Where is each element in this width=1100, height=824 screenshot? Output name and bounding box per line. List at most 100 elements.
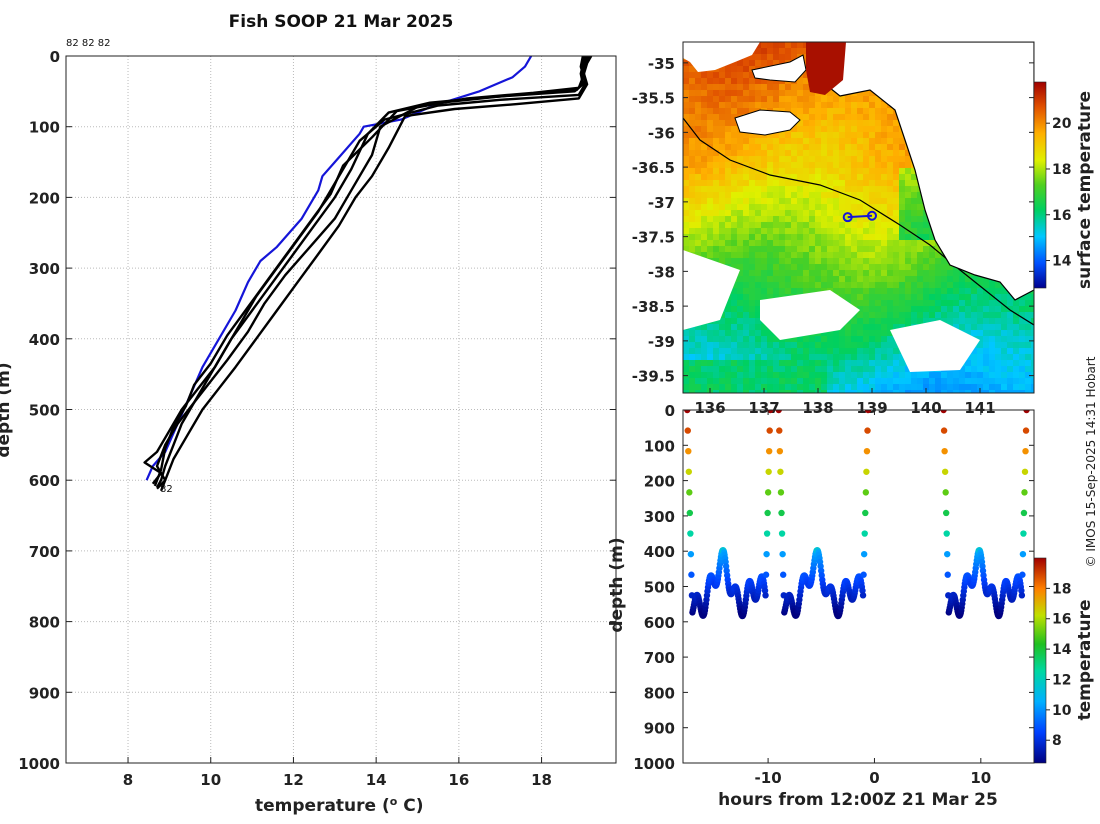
sst-cell [791, 288, 797, 294]
sst-cell [797, 162, 803, 168]
sst-cell [851, 270, 857, 276]
sst-cell [851, 342, 857, 348]
sst-cell [827, 192, 833, 198]
gulf-warm-water [806, 42, 846, 95]
sst-cell [713, 174, 719, 180]
sst-cell [875, 192, 881, 198]
sst-cell [845, 390, 851, 393]
sst-cell [851, 108, 857, 114]
sst-cell [731, 372, 737, 378]
sst-cell [989, 348, 995, 354]
sst-cell [797, 120, 803, 126]
sst-cell [689, 204, 695, 210]
sst-cell [833, 258, 839, 264]
sst-cell [1025, 342, 1031, 348]
sst-cell [977, 342, 983, 348]
sst-cell [863, 348, 869, 354]
sst-cell [911, 222, 917, 228]
sst-cell [929, 294, 935, 300]
sst-cell [839, 228, 845, 234]
y-tick-label: 200 [29, 189, 60, 207]
sst-cell [851, 150, 857, 156]
sst-cell [827, 372, 833, 378]
sst-cell [827, 354, 833, 360]
sst-cell [791, 144, 797, 150]
sst-cell [923, 288, 929, 294]
sst-cell [683, 228, 689, 234]
sst-cell [743, 390, 749, 393]
sst-cell [779, 378, 785, 384]
sst-cell [761, 288, 767, 294]
sst-cell [881, 294, 887, 300]
sst-cell [797, 48, 803, 54]
sst-cell [791, 354, 797, 360]
sst-cell [851, 198, 857, 204]
map-y-tick-label: -35 [648, 55, 675, 73]
sst-cell [767, 234, 773, 240]
sst-cell [1025, 306, 1031, 312]
sst-cell [815, 204, 821, 210]
sst-cell [887, 156, 893, 162]
sst-cell [833, 384, 839, 390]
sst-cell [839, 138, 845, 144]
sst-cell [833, 120, 839, 126]
sst-cell [743, 168, 749, 174]
sst-cell [713, 336, 719, 342]
sst-cell [785, 180, 791, 186]
sst-cell [1001, 336, 1007, 342]
sst-cell [821, 144, 827, 150]
sst-cell [863, 294, 869, 300]
sst-cell [839, 102, 845, 108]
sst-cell [899, 294, 905, 300]
sst-cell [833, 270, 839, 276]
sst-cell [839, 270, 845, 276]
sst-cell [821, 264, 827, 270]
sst-cell [773, 132, 779, 138]
sst-cell [947, 306, 953, 312]
sst-cell [725, 342, 731, 348]
sst-cell [695, 144, 701, 150]
sst-cell [803, 174, 809, 180]
sst-cell [701, 378, 707, 384]
time-x-tick-label: 0 [869, 769, 879, 787]
sst-cell [857, 276, 863, 282]
sst-cell [911, 312, 917, 318]
sst-cell [749, 84, 755, 90]
sst-cell [833, 216, 839, 222]
sst-cell [683, 354, 689, 360]
sst-cell [749, 198, 755, 204]
sst-cell [857, 366, 863, 372]
track-point [1018, 587, 1025, 594]
sst-cell [953, 270, 959, 276]
sst-cell [869, 228, 875, 234]
sst-cell [707, 342, 713, 348]
sst-cell [917, 270, 923, 276]
sst-cell [1031, 390, 1034, 393]
sst-cell [893, 270, 899, 276]
sst-cell [905, 246, 911, 252]
sst-cell [725, 198, 731, 204]
sst-cell [827, 378, 833, 384]
sst-cell [737, 360, 743, 366]
sst-cell [821, 186, 827, 192]
sst-cell [815, 384, 821, 390]
sst-cell [911, 390, 917, 393]
sst-cell [785, 96, 791, 102]
sst-cell [791, 180, 797, 186]
sst-cell [683, 150, 689, 156]
sst-cell [1007, 378, 1013, 384]
sst-cell [989, 312, 995, 318]
sst-cell [1019, 300, 1025, 306]
sst-cell [929, 282, 935, 288]
y-tick-label: 800 [29, 614, 60, 632]
sst-cell [869, 282, 875, 288]
depth-y-tick-label: 500 [644, 579, 675, 597]
sst-cell [869, 300, 875, 306]
sst-cell [899, 240, 905, 246]
sst-cell [875, 120, 881, 126]
sst-cell [737, 378, 743, 384]
sst-cell [899, 270, 905, 276]
sst-cell [917, 246, 923, 252]
sst-cell [761, 258, 767, 264]
sst-cell [725, 372, 731, 378]
